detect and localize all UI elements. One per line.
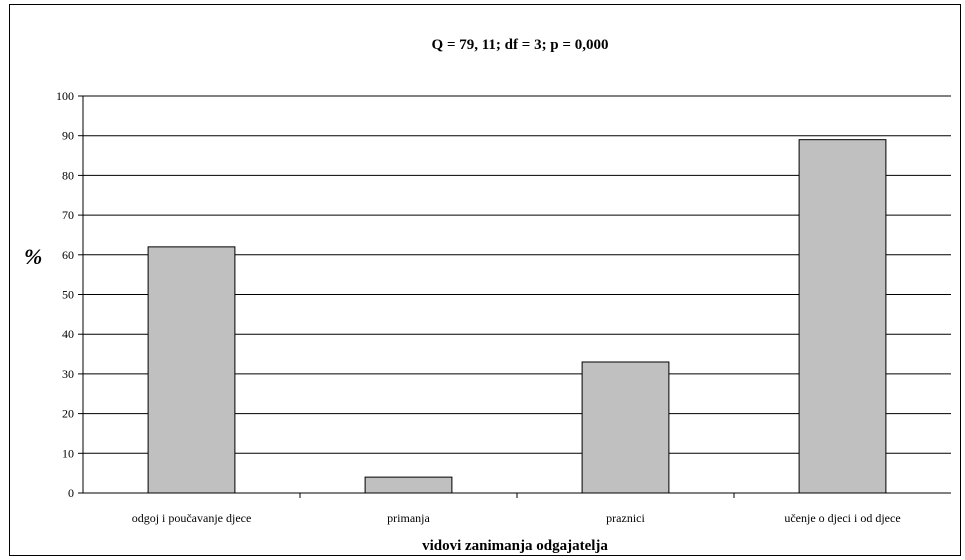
bar <box>798 139 887 494</box>
y-tick-labels: 0 10 20 30 40 50 60 70 80 90 100 <box>56 89 74 500</box>
x-category-label: odgoj i poučavanje djece <box>132 511 252 525</box>
x-axis-title: vidovi zanimanja odgajatelja <box>422 538 608 554</box>
x-category-label: učenje o djeci i od djece <box>784 511 900 525</box>
bars <box>147 139 887 494</box>
y-tick-label: 70 <box>62 208 74 222</box>
bar-chart: Q = 79, 11; df = 3; p = 0,000 0 10 20 30 40 5… <box>24 37 951 554</box>
y-axis-title: % <box>24 244 42 269</box>
y-tick-label: 60 <box>62 248 74 262</box>
y-tick-label: 10 <box>62 446 74 460</box>
y-tick-label: 100 <box>56 89 74 103</box>
y-tick-label: 0 <box>68 486 74 500</box>
y-tick-label: 50 <box>62 288 74 302</box>
x-category-label: primanja <box>387 511 430 525</box>
y-tick-label: 80 <box>62 168 74 182</box>
x-category-label: praznici <box>606 511 645 525</box>
chart-frame: Q = 79, 11; df = 3; p = 0,000 0 10 20 30 40 5… <box>9 4 961 556</box>
bar <box>581 361 670 494</box>
y-tick-label: 30 <box>62 367 74 381</box>
bar <box>147 246 236 494</box>
y-tick-label: 90 <box>62 129 74 143</box>
x-category-labels: odgoj i poučavanje djece primanja praznici… <box>132 511 901 525</box>
chart-title: Q = 79, 11; df = 3; p = 0,000 <box>432 37 609 53</box>
axes <box>78 95 951 498</box>
bar <box>364 476 453 494</box>
y-tick-label: 20 <box>62 407 74 421</box>
y-tick-label: 40 <box>62 327 74 341</box>
